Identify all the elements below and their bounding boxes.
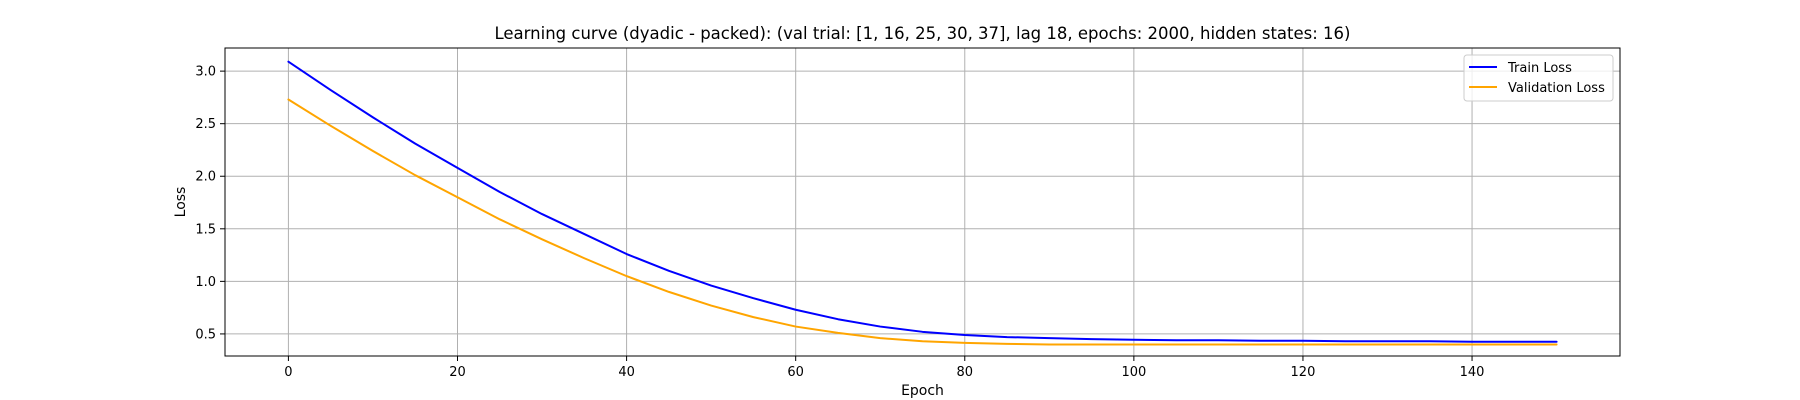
chart-title: Learning curve (dyadic - packed): (val t… [495, 24, 1351, 43]
y-tick-label: 1.5 [195, 222, 216, 237]
x-tick-label: 40 [618, 365, 635, 380]
y-tick-label: 2.5 [195, 117, 216, 132]
series-line-validation-loss [287, 98, 1558, 346]
x-tick-label: 20 [449, 365, 466, 380]
x-tick-label: 60 [787, 365, 804, 380]
legend-label-train-loss: Train Loss [1507, 61, 1572, 76]
x-axis-label: Epoch [901, 383, 944, 399]
y-tick-label: 2.0 [195, 170, 216, 185]
x-tick-label: 140 [1460, 365, 1485, 380]
legend-box [1463, 54, 1614, 102]
plot-area [225, 48, 1620, 356]
y-tick-label: 3.0 [195, 65, 216, 80]
y-tick-label: 1.0 [195, 275, 216, 290]
x-tick-label: 100 [1121, 365, 1146, 380]
y-axis-label: Loss [173, 187, 189, 218]
series-layer [287, 60, 1558, 346]
legend: Train Loss Validation Loss [1463, 54, 1614, 102]
x-tick-label: 120 [1291, 365, 1316, 380]
series-line-train-loss [287, 60, 1558, 343]
axis-ticks: 0 20 40 60 80 100 120 140 0.5 1.0 1.5 2.0 2.5 3.0 [195, 65, 1484, 380]
y-tick-label: 0.5 [195, 327, 216, 342]
x-tick-label: 0 [284, 365, 292, 380]
legend-label-validation-loss: Validation Loss [1508, 81, 1605, 96]
x-tick-label: 80 [956, 365, 973, 380]
plot-frame [224, 47, 1621, 357]
